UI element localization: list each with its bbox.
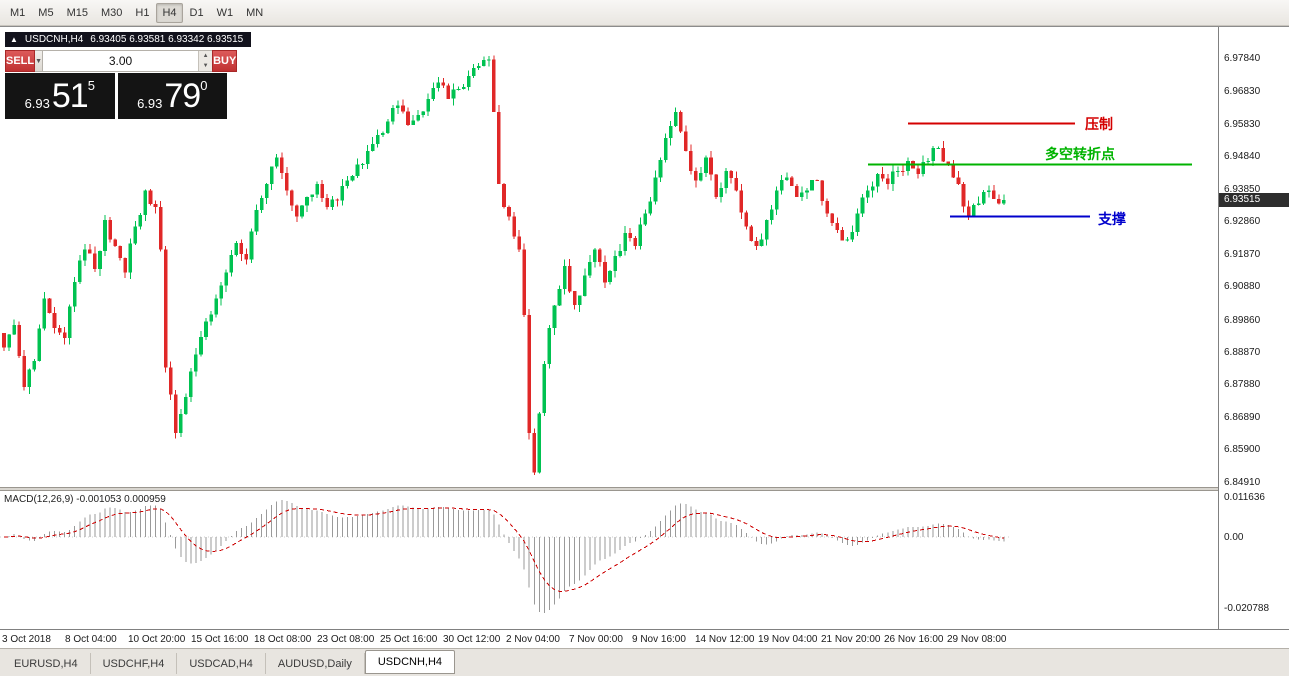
one-click-trading-panel: SELL ▼ ▲ ▼ BUY 6.93 51 5 6.9 [5, 50, 238, 119]
support-label[interactable]: 支撑 [1098, 210, 1126, 227]
current-price-badge: 6.93515 [1219, 192, 1289, 207]
price-axis-label: 6.97840 [1224, 53, 1261, 65]
sell-price-prefix: 6.93 [24, 96, 50, 111]
price-axis-label: 6.87880 [1224, 379, 1261, 391]
symbol-tab-audusd[interactable]: AUDUSD,Daily [266, 653, 365, 674]
timeframe-toolbar: M1 M5 M15 M30 H1 H4 D1 W1 MN [0, 0, 1289, 26]
symbol-tab-eurusd[interactable]: EURUSD,H4 [2, 653, 91, 674]
macd-indicator-label: MACD(12,26,9) -0.001053 0.000959 [4, 494, 166, 505]
macd-indicator-chart[interactable] [0, 491, 1218, 629]
time-axis-label: 15 Oct 16:00 [191, 634, 249, 645]
buy-price-big: 79 [164, 77, 201, 115]
time-axis-label: 23 Oct 08:00 [317, 634, 375, 645]
time-axis-label: 26 Nov 16:00 [884, 634, 944, 645]
timeframe-button-mn[interactable]: MN [240, 3, 269, 23]
timeframe-button-h4[interactable]: H4 [156, 2, 183, 23]
timeframe-button-d1[interactable]: D1 [184, 3, 210, 23]
sell-button[interactable]: SELL [5, 50, 36, 72]
panel-splitter[interactable] [0, 487, 1218, 491]
price-axis-label: 6.95830 [1224, 118, 1261, 130]
main-chart[interactable] [0, 27, 1218, 488]
volume-decrease-button[interactable]: ▼ [199, 61, 213, 71]
symbol-tab-usdcnh[interactable]: USDCNH,H4 [364, 650, 456, 674]
price-axis-label: 6.85900 [1224, 444, 1261, 456]
chart-ohlc: 6.93405 6.93581 6.93342 6.93515 [90, 34, 244, 45]
time-axis-label: 8 Oct 04:00 [65, 634, 117, 645]
price-axis-label: 6.88870 [1224, 347, 1261, 359]
price-axis-label: 6.84910 [1224, 476, 1261, 488]
volume-field: ▲ ▼ [43, 50, 213, 72]
price-axis-label: 6.92860 [1224, 216, 1261, 228]
time-axis-label: 18 Oct 08:00 [254, 634, 312, 645]
time-axis-label: 7 Nov 00:00 [569, 634, 623, 645]
time-axis-label: 19 Nov 04:00 [758, 634, 818, 645]
price-axis[interactable]: 6.93515 6.97840 6.96830 6.95830 6.94840 6.93… [1218, 27, 1289, 629]
symbol-tab-bar: EURUSD,H4 USDCHF,H4 USDCAD,H4 AUDUSD,Daily U… [0, 648, 1289, 676]
time-axis-label: 10 Oct 20:00 [128, 634, 186, 645]
time-axis-label: 2 Nov 04:00 [506, 634, 560, 645]
volume-dropdown-button[interactable]: ▼ [35, 50, 44, 72]
resistance-label[interactable]: 压制 [1085, 116, 1113, 133]
buy-price-sup: 0 [200, 78, 208, 93]
chart-title-bar: ▲ USDCNH,H4 6.93405 6.93581 6.93342 6.93… [5, 32, 252, 47]
collapse-panel-icon[interactable]: ▲ [10, 35, 18, 44]
timeframe-button-m5[interactable]: M5 [32, 3, 59, 23]
price-axis-label: 6.90880 [1224, 281, 1261, 293]
buy-price-prefix: 6.93 [137, 96, 163, 111]
timeframe-button-m30[interactable]: M30 [95, 3, 128, 23]
price-axis-label: 6.89860 [1224, 314, 1261, 326]
sell-price-sup: 5 [87, 78, 95, 93]
timeframe-button-h1[interactable]: H1 [129, 3, 155, 23]
chart-symbol: USDCNH,H4 [24, 34, 84, 45]
time-axis-label: 9 Nov 16:00 [632, 634, 686, 645]
volume-input[interactable] [43, 51, 199, 71]
pivot-label[interactable]: 多空转折点 [1045, 146, 1115, 163]
symbol-tab-usdchf[interactable]: USDCHF,H4 [91, 653, 178, 674]
timeframe-button-w1[interactable]: W1 [211, 3, 240, 23]
price-axis-label: 6.93850 [1224, 183, 1261, 195]
sell-price-big: 51 [51, 77, 89, 115]
volume-increase-button[interactable]: ▲ [199, 51, 213, 61]
time-axis-label: 25 Oct 16:00 [380, 634, 438, 645]
price-axis-label: 6.96830 [1224, 86, 1261, 98]
price-axis-label: 6.94840 [1224, 151, 1261, 163]
time-axis-label: 30 Oct 12:00 [443, 634, 501, 645]
buy-button[interactable]: BUY [212, 50, 238, 72]
time-axis-label: 21 Nov 20:00 [821, 634, 881, 645]
price-axis-label: 6.91870 [1224, 248, 1261, 260]
chart-window: ▲ USDCNH,H4 6.93405 6.93581 6.93342 6.93… [0, 26, 1289, 648]
buy-price[interactable]: 6.93 79 0 [117, 73, 227, 119]
chevron-down-icon: ▼ [35, 57, 43, 65]
price-axis-label: 6.86890 [1224, 411, 1261, 423]
timeframe-button-m15[interactable]: M15 [61, 3, 94, 23]
macd-signal-line [3, 507, 1004, 592]
macd-axis-label: -0.020788 [1224, 603, 1270, 615]
timeframe-button-m1[interactable]: M1 [4, 3, 31, 23]
symbol-tab-usdcad[interactable]: USDCAD,H4 [177, 653, 266, 674]
time-axis-label: 3 Oct 2018 [2, 634, 51, 645]
macd-axis-label: 0.00 [1224, 532, 1244, 543]
volume-spinner: ▲ ▼ [198, 51, 213, 71]
time-axis-label: 14 Nov 12:00 [695, 634, 755, 645]
time-axis[interactable]: 3 Oct 2018 8 Oct 04:00 10 Oct 20:00 15 Oct … [0, 629, 1289, 648]
time-axis-label: 29 Nov 08:00 [947, 634, 1007, 645]
macd-axis-label: 0.011636 [1224, 492, 1265, 504]
sell-price[interactable]: 6.93 51 5 [5, 73, 115, 119]
